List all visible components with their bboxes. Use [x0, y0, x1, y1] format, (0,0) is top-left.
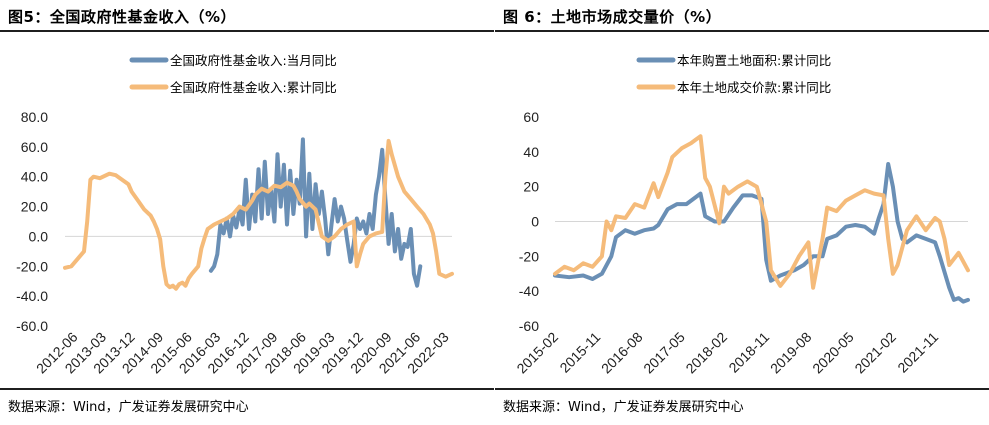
legend-label: 全国政府性基金收入:累计同比 [170, 80, 337, 95]
y-tick-label: 40 [523, 144, 539, 160]
y-tick-label: 20.0 [21, 199, 48, 215]
y-tick-label: 60 [523, 109, 539, 125]
x-tick-label: 2019-08 [767, 329, 815, 377]
legend-label: 全国政府性基金收入:当月同比 [170, 53, 337, 68]
series-line-1 [553, 162, 970, 304]
chart-title: 图5：全国政府性基金收入（%） [8, 8, 236, 26]
source-divider [495, 388, 989, 390]
line-chart: 6040200-20-40-602015-022015-112016-08201… [513, 53, 970, 377]
chart-panel-fund-revenue: 图5：全国政府性基金收入（%） 80.0 60.0 40.0 20.0 0.0 -20.0… [0, 0, 494, 425]
y-tick-label: -40.0 [16, 288, 48, 304]
x-tick-label: 2015-02 [513, 329, 561, 377]
x-tick-label: 2020-05 [809, 329, 857, 377]
series-line-2 [63, 138, 454, 291]
legend-label: 本年土地成交价款:累计同比 [677, 80, 831, 95]
x-tick-label: 2016-08 [598, 329, 646, 377]
y-tick-label: -40 [519, 283, 539, 299]
x-tick-label: 2018-11 [725, 329, 772, 376]
source-divider [0, 388, 494, 390]
y-tick-label: 80.0 [21, 109, 48, 125]
y-tick-label: -60.0 [16, 318, 48, 334]
data-source-note: 数据来源：Wind，广发证券发展研究中心 [503, 400, 744, 415]
y-tick-label: 60.0 [21, 139, 48, 155]
x-tick-label: 2021-11 [894, 329, 941, 376]
y-tick-label: 0.0 [29, 228, 49, 244]
y-tick-label: -60 [519, 318, 539, 334]
y-tick-label: -20 [519, 248, 539, 264]
x-tick-label: 2015-11 [556, 329, 603, 376]
series-line-2 [553, 134, 970, 290]
x-tick-label: 2017-05 [640, 329, 688, 377]
title-divider [495, 30, 989, 32]
line-chart: 80.060.040.020.00.0-20.0-40.0-60.02012-0… [16, 53, 454, 376]
legend-label: 本年购置土地面积:累计同比 [677, 53, 831, 68]
chart-title: 图 6：土地市场成交量价（%） [503, 8, 722, 26]
y-tick-label: 0 [531, 214, 539, 230]
data-source-note: 数据来源：Wind，广发证券发展研究中心 [8, 400, 249, 415]
y-tick-label: -20.0 [16, 258, 48, 274]
x-tick-label: 2021-02 [851, 329, 899, 377]
y-tick-label: 20 [523, 179, 539, 195]
chart-panel-land-market: 图 6：土地市场成交量价（%） 60 40 20 0 -20 -40 -60 2015-02 2… [495, 0, 989, 425]
title-divider [0, 30, 494, 32]
y-tick-label: 40.0 [21, 169, 48, 185]
x-tick-label: 2018-02 [682, 329, 730, 377]
